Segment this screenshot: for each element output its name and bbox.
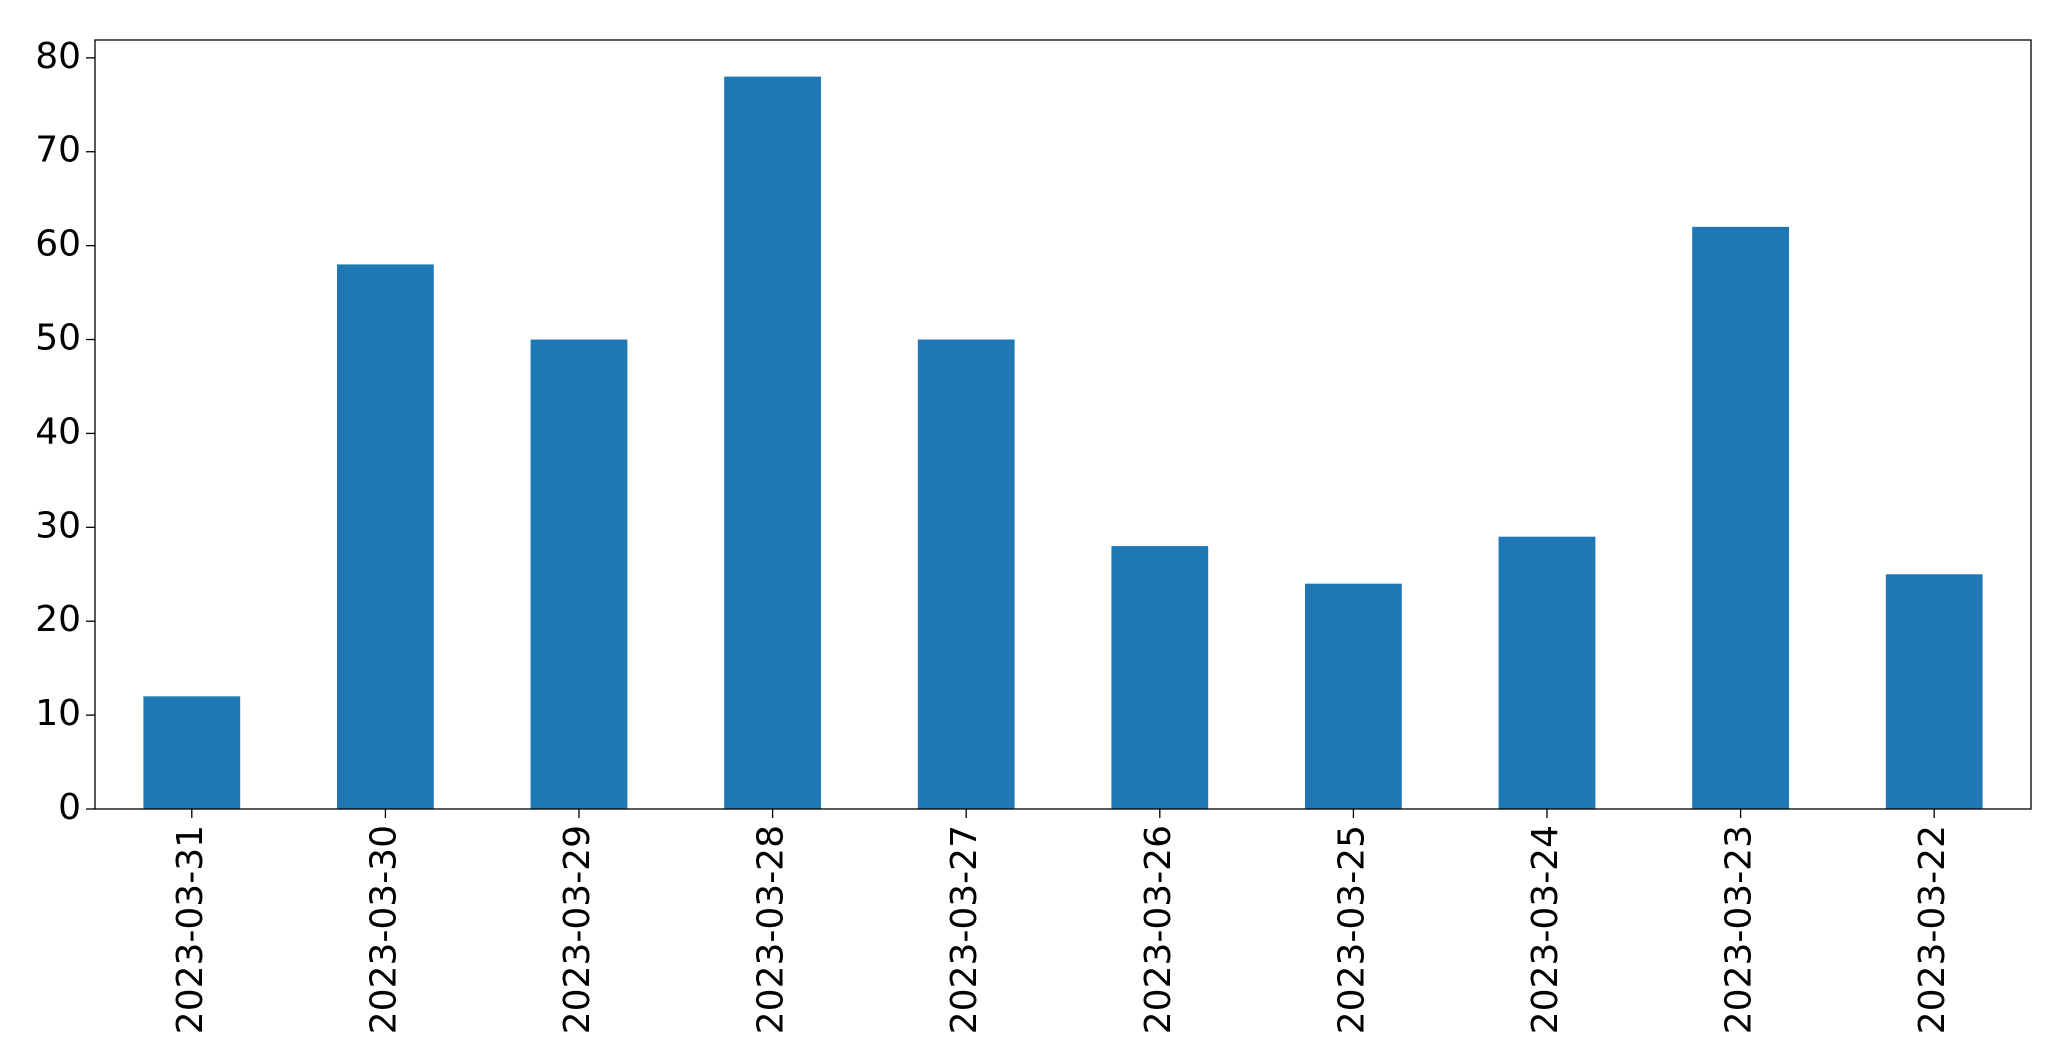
bar	[530, 339, 628, 809]
x-tick-label: 2023-03-22	[1912, 825, 1953, 1034]
y-tick-label: 40	[35, 411, 81, 452]
x-tick-label: 2023-03-23	[1719, 825, 1760, 1034]
x-tick-label: 2023-03-27	[944, 825, 985, 1034]
x-tick-label: 2023-03-24	[1525, 825, 1566, 1034]
bar	[917, 339, 1015, 809]
bar	[1885, 574, 1983, 809]
x-tick-label: 2023-03-28	[751, 825, 792, 1034]
y-tick-label: 30	[35, 505, 81, 546]
bar	[724, 76, 821, 810]
y-tick-label: 20	[35, 599, 81, 640]
bar	[1498, 536, 1596, 809]
y-tick-label: 50	[35, 318, 81, 359]
bar	[1305, 583, 1402, 809]
y-tick-label: 10	[35, 693, 81, 734]
x-tick-label: 2023-03-29	[557, 825, 598, 1034]
x-tick-label: 2023-03-25	[1331, 825, 1372, 1034]
bar	[1111, 546, 1209, 809]
plot-frame	[94, 39, 2032, 810]
bar	[337, 264, 434, 809]
x-tick-label: 2023-03-31	[170, 825, 211, 1034]
y-tick-label: 0	[58, 787, 81, 828]
y-tick-label: 80	[35, 36, 81, 77]
y-tick-label: 60	[35, 224, 81, 265]
bar	[143, 696, 241, 809]
y-tick-label: 70	[35, 130, 81, 171]
bar	[1692, 226, 1789, 809]
x-tick-label: 2023-03-30	[363, 825, 404, 1034]
x-tick-label: 2023-03-26	[1138, 825, 1179, 1034]
